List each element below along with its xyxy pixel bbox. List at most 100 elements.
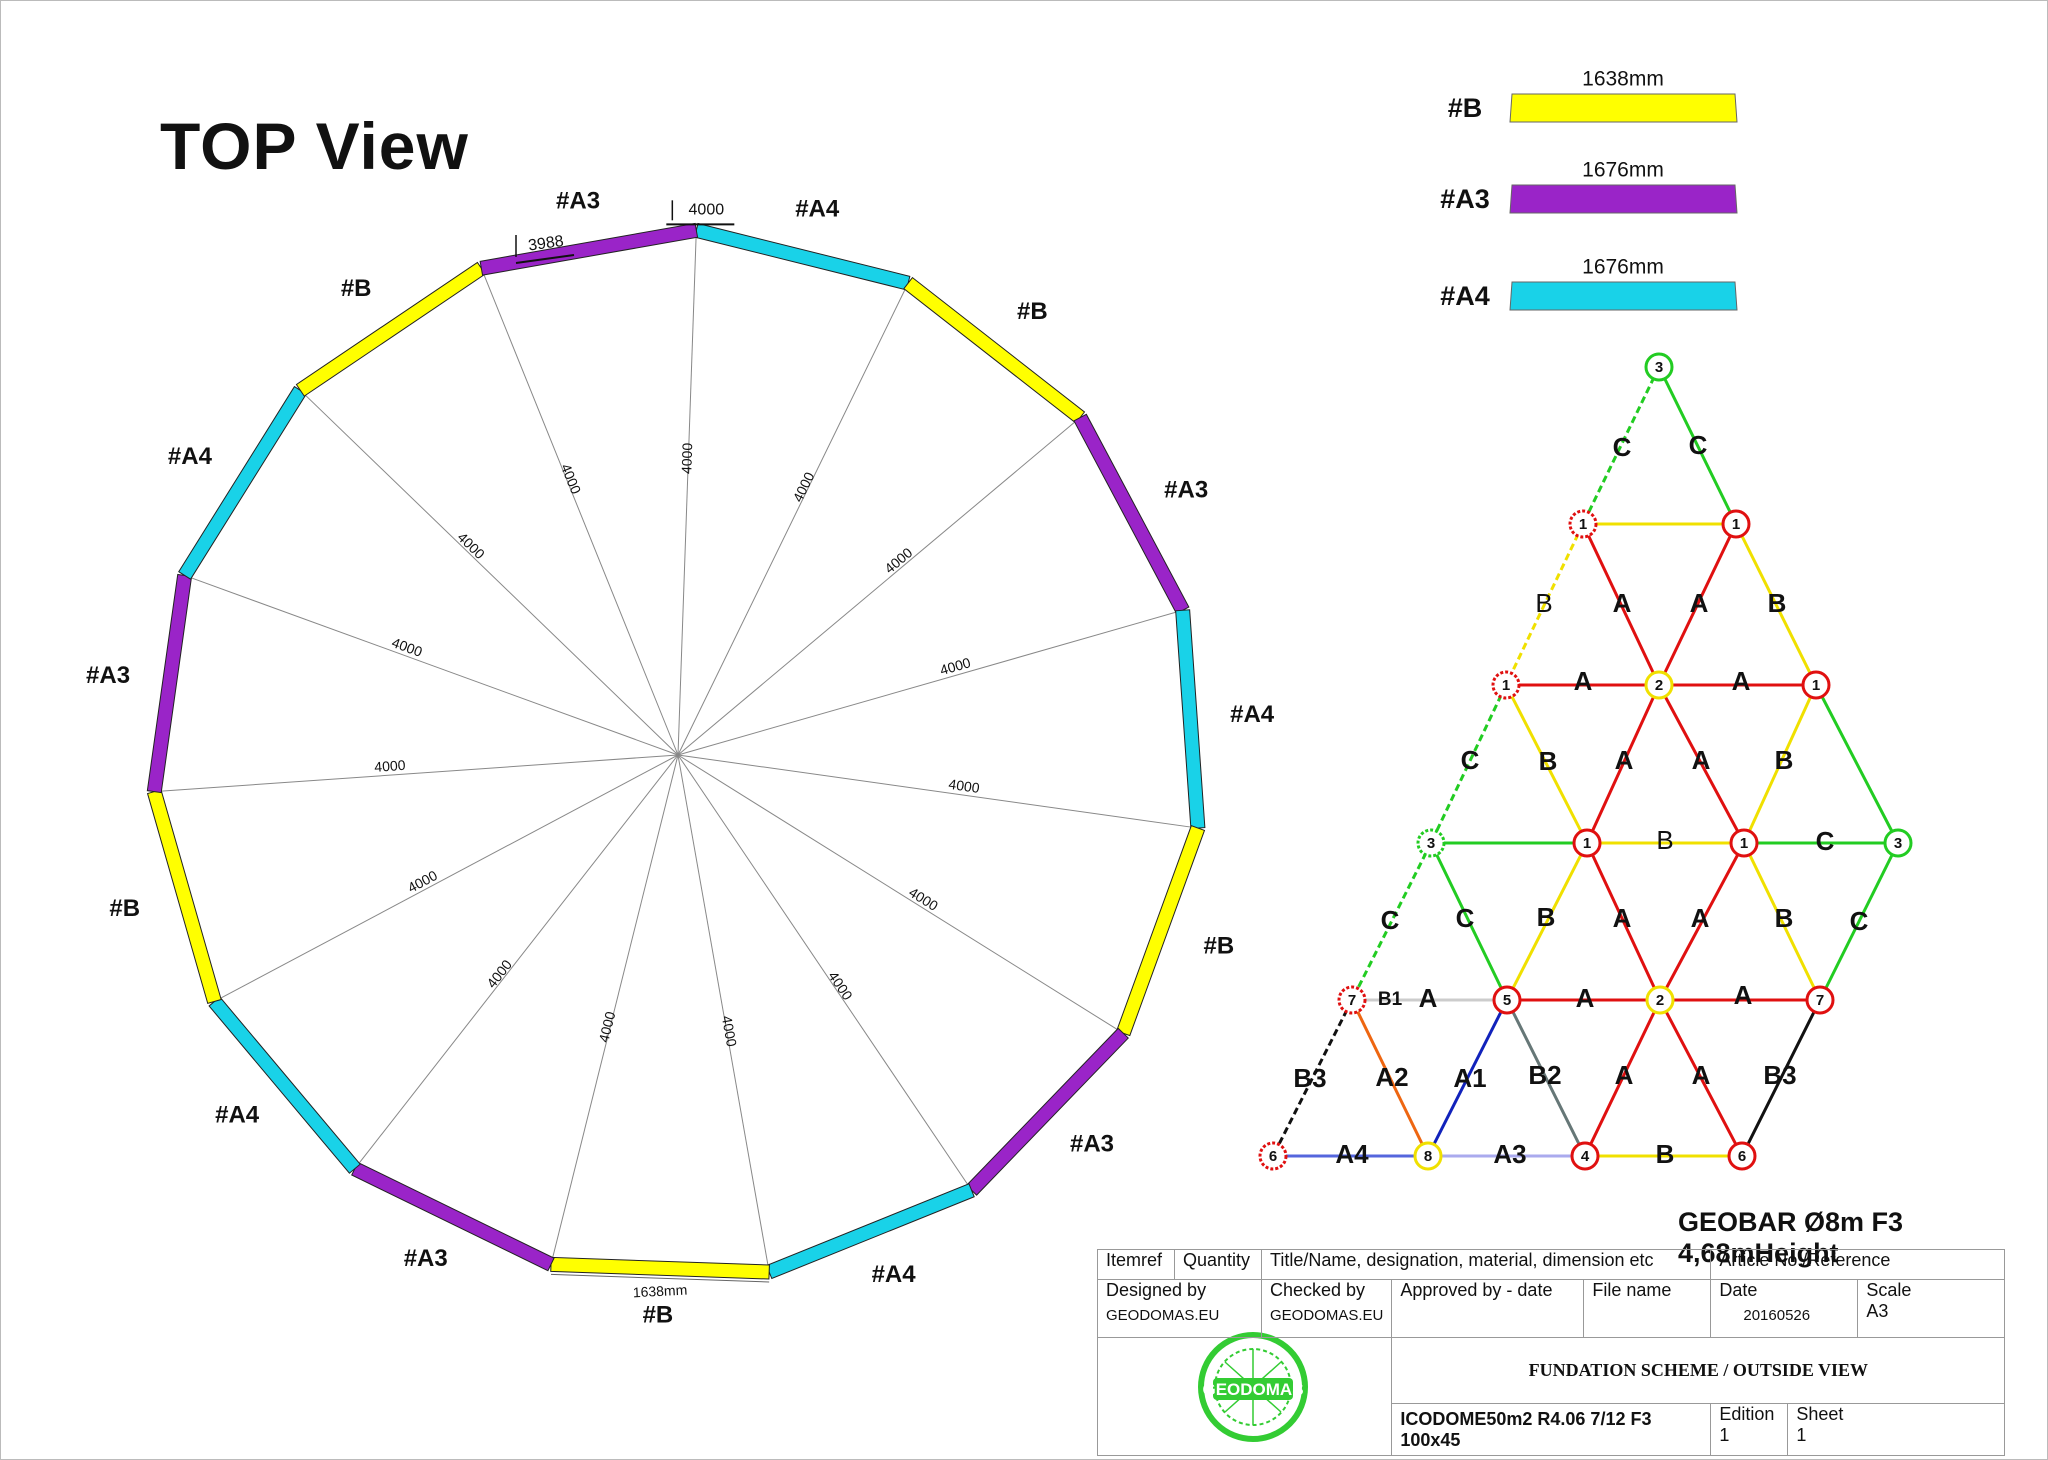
- node-label: 6: [1269, 1148, 1277, 1165]
- segment-bar: [146, 789, 222, 1005]
- node-label: 4: [1581, 1148, 1590, 1165]
- page-title: TOP View: [160, 109, 469, 183]
- edition-label: Edition: [1719, 1404, 1775, 1424]
- title-block: Itemref Quantity Title/Name, designation…: [1096, 1249, 2006, 1456]
- radius-line: [550, 754, 679, 1265]
- segment-bar: [178, 385, 307, 580]
- node-circle: [1644, 352, 1674, 382]
- edge-label: C: [1456, 903, 1475, 933]
- segment-bar: [694, 222, 911, 291]
- dim-line-bottom: [550, 1273, 770, 1283]
- radius-line: [480, 268, 679, 756]
- radius-dimension: 4000: [906, 884, 941, 914]
- edge-label: A: [1613, 588, 1632, 618]
- radius-line: [354, 754, 679, 1170]
- triangle-edge: [1585, 684, 1661, 844]
- node-circle: [1258, 1141, 1288, 1171]
- edge-label: C: [1816, 826, 1835, 856]
- radius-line: [299, 389, 679, 756]
- edge-label: A: [1692, 745, 1711, 775]
- edge-label: B: [1537, 902, 1556, 932]
- radius-dimension: 4000: [789, 469, 817, 504]
- triangle-edge: [1657, 366, 1738, 525]
- node-circle: [1492, 985, 1522, 1015]
- triangle-edge: [1350, 842, 1433, 1001]
- node-circle: [1416, 828, 1446, 858]
- node-circle: [1644, 670, 1674, 700]
- segment-bar: [1073, 413, 1190, 615]
- node-label: 1: [1579, 516, 1587, 533]
- node-circle: [1413, 1141, 1443, 1171]
- edge-label: B2: [1528, 1060, 1561, 1090]
- segment-bar: [1175, 609, 1206, 830]
- scale-label: Scale: [1866, 1280, 1912, 1300]
- radius-dimension: 4000: [483, 956, 515, 991]
- legend: #B 1638mm #A3 1676mm #A4 1676mm: [1440, 68, 1738, 311]
- node-circle: [1337, 985, 1367, 1015]
- segment-label: #B: [1203, 932, 1234, 959]
- triangle-edge: [1581, 366, 1661, 525]
- edge-label: A: [1615, 745, 1634, 775]
- edge-label: A: [1692, 1060, 1711, 1090]
- dim-line-inner: [515, 254, 575, 264]
- dim-bottom-label: 1638mm: [632, 1282, 687, 1301]
- designed-by-label: Designed by: [1106, 1280, 1207, 1300]
- radius-dimension: 4000: [678, 442, 695, 474]
- node-label: 3: [1427, 835, 1435, 852]
- segment-bar: [903, 276, 1086, 424]
- radius-line: [214, 754, 679, 1002]
- radius-dimension: 4000: [938, 654, 973, 678]
- segment-bar: [351, 1161, 555, 1272]
- triangle-edge: [1814, 684, 1900, 844]
- radius-dimension: 4000: [405, 867, 440, 896]
- edge-label: A1: [1453, 1063, 1486, 1093]
- edge-label: B: [1535, 588, 1552, 618]
- radius-line: [184, 574, 679, 756]
- dim-inner-label: 3988: [527, 233, 565, 255]
- legend-length: 1638mm: [1582, 68, 1664, 91]
- legend-bar: [1509, 281, 1738, 311]
- segment-bar: [208, 996, 361, 1174]
- node-label: 1: [1812, 677, 1820, 694]
- legend-label: #A3: [1440, 184, 1490, 214]
- radius-line: [677, 609, 1183, 756]
- node-label: 3: [1655, 359, 1663, 376]
- approved-cell: Approved by - date: [1391, 1279, 1585, 1338]
- edge-label: A: [1576, 983, 1595, 1013]
- sheet-cell: Sheet 1: [1787, 1403, 2006, 1456]
- node-label: 7: [1816, 992, 1824, 1009]
- radius-line: [677, 754, 972, 1191]
- triangle-edge: [1504, 523, 1585, 686]
- triangle-edge: [1742, 842, 1822, 1001]
- node-circle: [1721, 509, 1751, 539]
- segment-label: #A3: [404, 1245, 448, 1272]
- segment-label: #A4: [168, 443, 213, 470]
- scale-cell: Scale A3: [1857, 1279, 2006, 1338]
- edge-label: B: [1656, 1139, 1675, 1169]
- radius-dimension: 4000: [948, 776, 981, 796]
- node-circle: [1645, 985, 1675, 1015]
- radius-line: [677, 282, 909, 756]
- edition-value: 1: [1719, 1425, 1730, 1445]
- segment-label: #B: [109, 895, 140, 922]
- file-name-cell: File name: [1583, 1279, 1712, 1338]
- node-circle: [1801, 670, 1831, 700]
- edge-label: A2: [1375, 1062, 1408, 1092]
- triangle-edge: [1742, 684, 1818, 844]
- node-circle: [1729, 828, 1759, 858]
- quantity-header: Quantity: [1174, 1249, 1262, 1280]
- node-label: 1: [1583, 835, 1591, 852]
- legend-length: 1676mm: [1582, 256, 1664, 279]
- triangle-edge: [1426, 999, 1509, 1157]
- edge-label: A: [1691, 903, 1710, 933]
- edition-cell: Edition 1: [1710, 1403, 1789, 1456]
- triangle-edge: [1658, 999, 1744, 1157]
- triangle-edge: [1505, 842, 1589, 1001]
- radius-dimension: 4000: [719, 1014, 740, 1048]
- triangle-edge: [1271, 999, 1354, 1157]
- checked-by-cell: Checked by GEODOMAS.EU: [1260, 1279, 1393, 1338]
- itemref-header: Itemref: [1097, 1249, 1175, 1280]
- triangle-edge: [1350, 999, 1430, 1157]
- triangle-edge: [1818, 842, 1900, 1001]
